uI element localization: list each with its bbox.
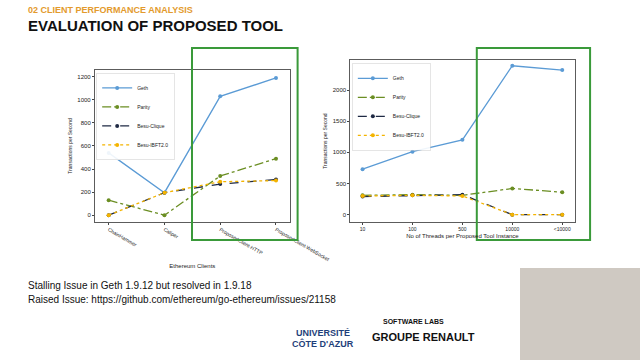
svg-text:<10000: <10000	[554, 226, 571, 232]
html-text:Raised Issue: https://github.c: Raised Issue: https://github.com/ethereu…	[28, 294, 336, 305]
svg-text:Parity: Parity	[137, 104, 150, 110]
svg-text:Besu-IBFT2.0: Besu-IBFT2.0	[393, 132, 424, 138]
svg-text:600: 600	[81, 143, 92, 149]
svg-text:100: 100	[408, 226, 417, 232]
html-text:02 CLIENT PERFORMANCE ANALYSIS: 02 CLIENT PERFORMANCE ANALYSIS	[28, 5, 193, 15]
svg-text:Transactions per Second: Transactions per Second	[322, 113, 328, 169]
svg-text:10000: 10000	[505, 226, 519, 232]
svg-text:Parity: Parity	[393, 94, 406, 100]
svg-text:Transactions per Second: Transactions per Second	[67, 118, 73, 174]
svg-text:ProposedClient-WebSocket: ProposedClient-WebSocket	[274, 226, 331, 262]
svg-text:Besu-Clique: Besu-Clique	[137, 123, 164, 129]
svg-text:ChainHammer: ChainHammer	[107, 226, 138, 247]
svg-text:400: 400	[81, 166, 92, 172]
html-text:CÔTE D'AZUR: CÔTE D'AZUR	[292, 339, 354, 349]
svg-text:Besu-IBFT2.0: Besu-IBFT2.0	[137, 142, 168, 148]
svg-text:Ethereum Clients: Ethereum Clients	[169, 263, 215, 269]
svg-text:800: 800	[81, 120, 92, 126]
html-text:UNIVERSITÉ: UNIVERSITÉ	[296, 328, 350, 338]
html-text:GROUPE RENAULT: GROUPE RENAULT	[372, 331, 475, 343]
svg-text:2000: 2000	[333, 87, 347, 93]
svg-text:1000: 1000	[77, 97, 91, 103]
svg-text:Besu-Clique: Besu-Clique	[393, 113, 420, 119]
svg-text:500: 500	[458, 226, 467, 232]
html-text:EVALUATION OF PROPOSED TOOL: EVALUATION OF PROPOSED TOOL	[28, 17, 283, 34]
svg-text:Caliper: Caliper	[163, 226, 180, 239]
svg-text:200: 200	[81, 189, 92, 195]
svg-text:500: 500	[336, 181, 347, 187]
html-text:Stalling Issue in Geth 1.9.12: Stalling Issue in Geth 1.9.12 but resolv…	[28, 280, 252, 291]
svg-text:No of Threads per Proposed Too: No of Threads per Proposed Tool Instance	[406, 233, 519, 239]
svg-text:Geth: Geth	[137, 85, 148, 91]
svg-text:10: 10	[360, 226, 366, 232]
svg-text:0: 0	[343, 212, 347, 218]
svg-text:1500: 1500	[333, 118, 347, 124]
html-text:SOFTWARE LABS: SOFTWARE LABS	[383, 318, 444, 325]
svg-text:1200: 1200	[77, 74, 91, 80]
svg-text:1000: 1000	[333, 149, 347, 155]
svg-text:Geth: Geth	[393, 75, 404, 81]
svg-text:ProposedClient-HTTP: ProposedClient-HTTP	[218, 226, 264, 256]
svg-text:0: 0	[87, 212, 91, 218]
